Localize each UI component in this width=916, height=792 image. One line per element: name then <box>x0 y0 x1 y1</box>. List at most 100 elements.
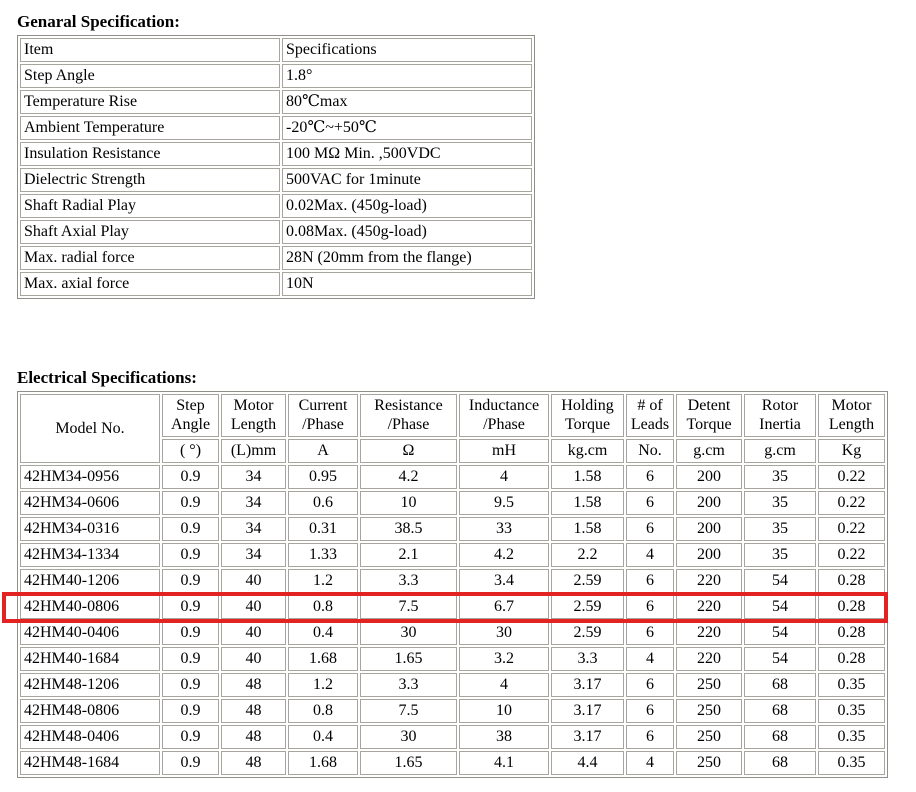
value-cell: 35 <box>744 543 816 567</box>
column-header: Detent Torque <box>676 394 742 437</box>
value-cell: 3.17 <box>551 725 624 749</box>
model-cell: 42HM34-1334 <box>20 543 160 567</box>
model-cell: 42HM34-0316 <box>20 517 160 541</box>
column-header-model: Model No. <box>20 394 160 463</box>
value-cell: 0.35 <box>818 751 885 775</box>
value-cell: 35 <box>744 517 816 541</box>
table-row: 42HM34-0956 0.9 34 0.95 4.2 4 1.58 6 200 35 0.22 <box>20 465 885 489</box>
value-cell: 1.58 <box>551 517 624 541</box>
value-cell: 0.9 <box>162 517 219 541</box>
general-table-row: Ambient Temperature -20℃~+50℃ <box>20 116 532 140</box>
column-unit: kg.cm <box>551 439 624 463</box>
general-table-row: Max. radial force 28N (20mm from the flan… <box>20 246 532 270</box>
general-table-row: Item Specifications <box>20 38 532 62</box>
column-unit: mH <box>459 439 549 463</box>
column-unit: No. <box>626 439 674 463</box>
general-value-cell: 10N <box>282 272 532 296</box>
value-cell: 0.9 <box>162 465 219 489</box>
value-cell: 1.68 <box>288 751 358 775</box>
value-cell: 200 <box>676 465 742 489</box>
general-item-cell: Item <box>20 38 280 62</box>
value-cell: 220 <box>676 647 742 671</box>
value-cell: 38.5 <box>360 517 457 541</box>
value-cell: 40 <box>221 621 286 645</box>
value-cell: 40 <box>221 595 286 619</box>
table-row: 42HM48-0806 0.9 48 0.8 7.5 10 3.17 6 250 68 0.35 <box>20 699 885 723</box>
value-cell: 1.65 <box>360 751 457 775</box>
value-cell: 10 <box>360 491 457 515</box>
value-cell: 2.2 <box>551 543 624 567</box>
column-unit: A <box>288 439 358 463</box>
table-row: 42HM40-0406 0.9 40 0.4 30 30 2.59 6 220 54 0.28 <box>20 621 885 645</box>
value-cell: 0.9 <box>162 621 219 645</box>
value-cell: 6 <box>626 569 674 593</box>
value-cell: 4.2 <box>459 543 549 567</box>
model-cell: 42HM40-1684 <box>20 647 160 671</box>
model-cell: 42HM40-0406 <box>20 621 160 645</box>
general-value-cell: 0.02Max. (450g-load) <box>282 194 532 218</box>
electrical-spec-table: Model No. Step Angle Motor Length Current/Pha… <box>17 391 888 778</box>
value-cell: 0.28 <box>818 595 885 619</box>
value-cell: 0.35 <box>818 699 885 723</box>
value-cell: 30 <box>459 621 549 645</box>
column-header: Holding Torque <box>551 394 624 437</box>
value-cell: 54 <box>744 569 816 593</box>
table-row: 42HM40-1684 0.9 40 1.68 1.65 3.2 3.3 4 220 54 0.28 <box>20 647 885 671</box>
value-cell: 2.59 <box>551 621 624 645</box>
general-table-row: Max. axial force 10N <box>20 272 532 296</box>
highlighted-table-row: 42HM40-0806 0.9 40 0.8 7.5 6.7 2.59 6 220 54 0.28 <box>20 595 885 619</box>
column-unit: g.cm <box>676 439 742 463</box>
value-cell: 0.9 <box>162 595 219 619</box>
value-cell: 48 <box>221 725 286 749</box>
value-cell: 30 <box>360 725 457 749</box>
value-cell: 54 <box>744 621 816 645</box>
table-row: 42HM48-1206 0.9 48 1.2 3.3 4 3.17 6 250 68 0.35 <box>20 673 885 697</box>
value-cell: 0.28 <box>818 647 885 671</box>
value-cell: 3.17 <box>551 673 624 697</box>
value-cell: 3.3 <box>360 673 457 697</box>
value-cell: 30 <box>360 621 457 645</box>
value-cell: 220 <box>676 621 742 645</box>
column-header: Resistance/Phase <box>360 394 457 437</box>
value-cell: 6 <box>626 517 674 541</box>
general-spec-table-body: Item Specifications Step Angle 1.8° Temperat… <box>20 38 532 296</box>
value-cell: 0.22 <box>818 491 885 515</box>
value-cell: 200 <box>676 517 742 541</box>
value-cell: 2.59 <box>551 595 624 619</box>
model-cell: 42HM34-0606 <box>20 491 160 515</box>
value-cell: 4 <box>459 465 549 489</box>
value-cell: 4.4 <box>551 751 624 775</box>
value-cell: 10 <box>459 699 549 723</box>
general-value-cell: 100 MΩ Min. ,500VDC <box>282 142 532 166</box>
value-cell: 7.5 <box>360 699 457 723</box>
value-cell: 4.2 <box>360 465 457 489</box>
general-item-cell: Shaft Radial Play <box>20 194 280 218</box>
value-cell: 34 <box>221 543 286 567</box>
table-row: 42HM34-0316 0.9 34 0.31 38.5 33 1.58 6 200 35 0.22 <box>20 517 885 541</box>
general-table-row: Step Angle 1.8° <box>20 64 532 88</box>
value-cell: 34 <box>221 491 286 515</box>
value-cell: 200 <box>676 491 742 515</box>
value-cell: 34 <box>221 465 286 489</box>
table-row: 42HM34-0606 0.9 34 0.6 10 9.5 1.58 6 200 35 0.22 <box>20 491 885 515</box>
electrical-spec-table-body: Model No. Step Angle Motor Length Current/Pha… <box>20 394 885 775</box>
value-cell: 3.3 <box>360 569 457 593</box>
value-cell: 0.9 <box>162 751 219 775</box>
value-cell: 1.58 <box>551 491 624 515</box>
value-cell: 48 <box>221 751 286 775</box>
value-cell: 1.2 <box>288 673 358 697</box>
value-cell: 250 <box>676 751 742 775</box>
value-cell: 54 <box>744 595 816 619</box>
general-item-cell: Shaft Axial Play <box>20 220 280 244</box>
general-table-row: Shaft Axial Play 0.08Max. (450g-load) <box>20 220 532 244</box>
general-item-cell: Dielectric Strength <box>20 168 280 192</box>
general-value-cell: 500VAC for 1minute <box>282 168 532 192</box>
value-cell: 0.95 <box>288 465 358 489</box>
model-cell: 42HM34-0956 <box>20 465 160 489</box>
general-value-cell: 0.08Max. (450g-load) <box>282 220 532 244</box>
value-cell: 7.5 <box>360 595 457 619</box>
value-cell: 0.9 <box>162 543 219 567</box>
value-cell: 38 <box>459 725 549 749</box>
electrical-header-names-row: Model No. Step Angle Motor Length Current/Pha… <box>20 394 885 463</box>
value-cell: 0.9 <box>162 673 219 697</box>
